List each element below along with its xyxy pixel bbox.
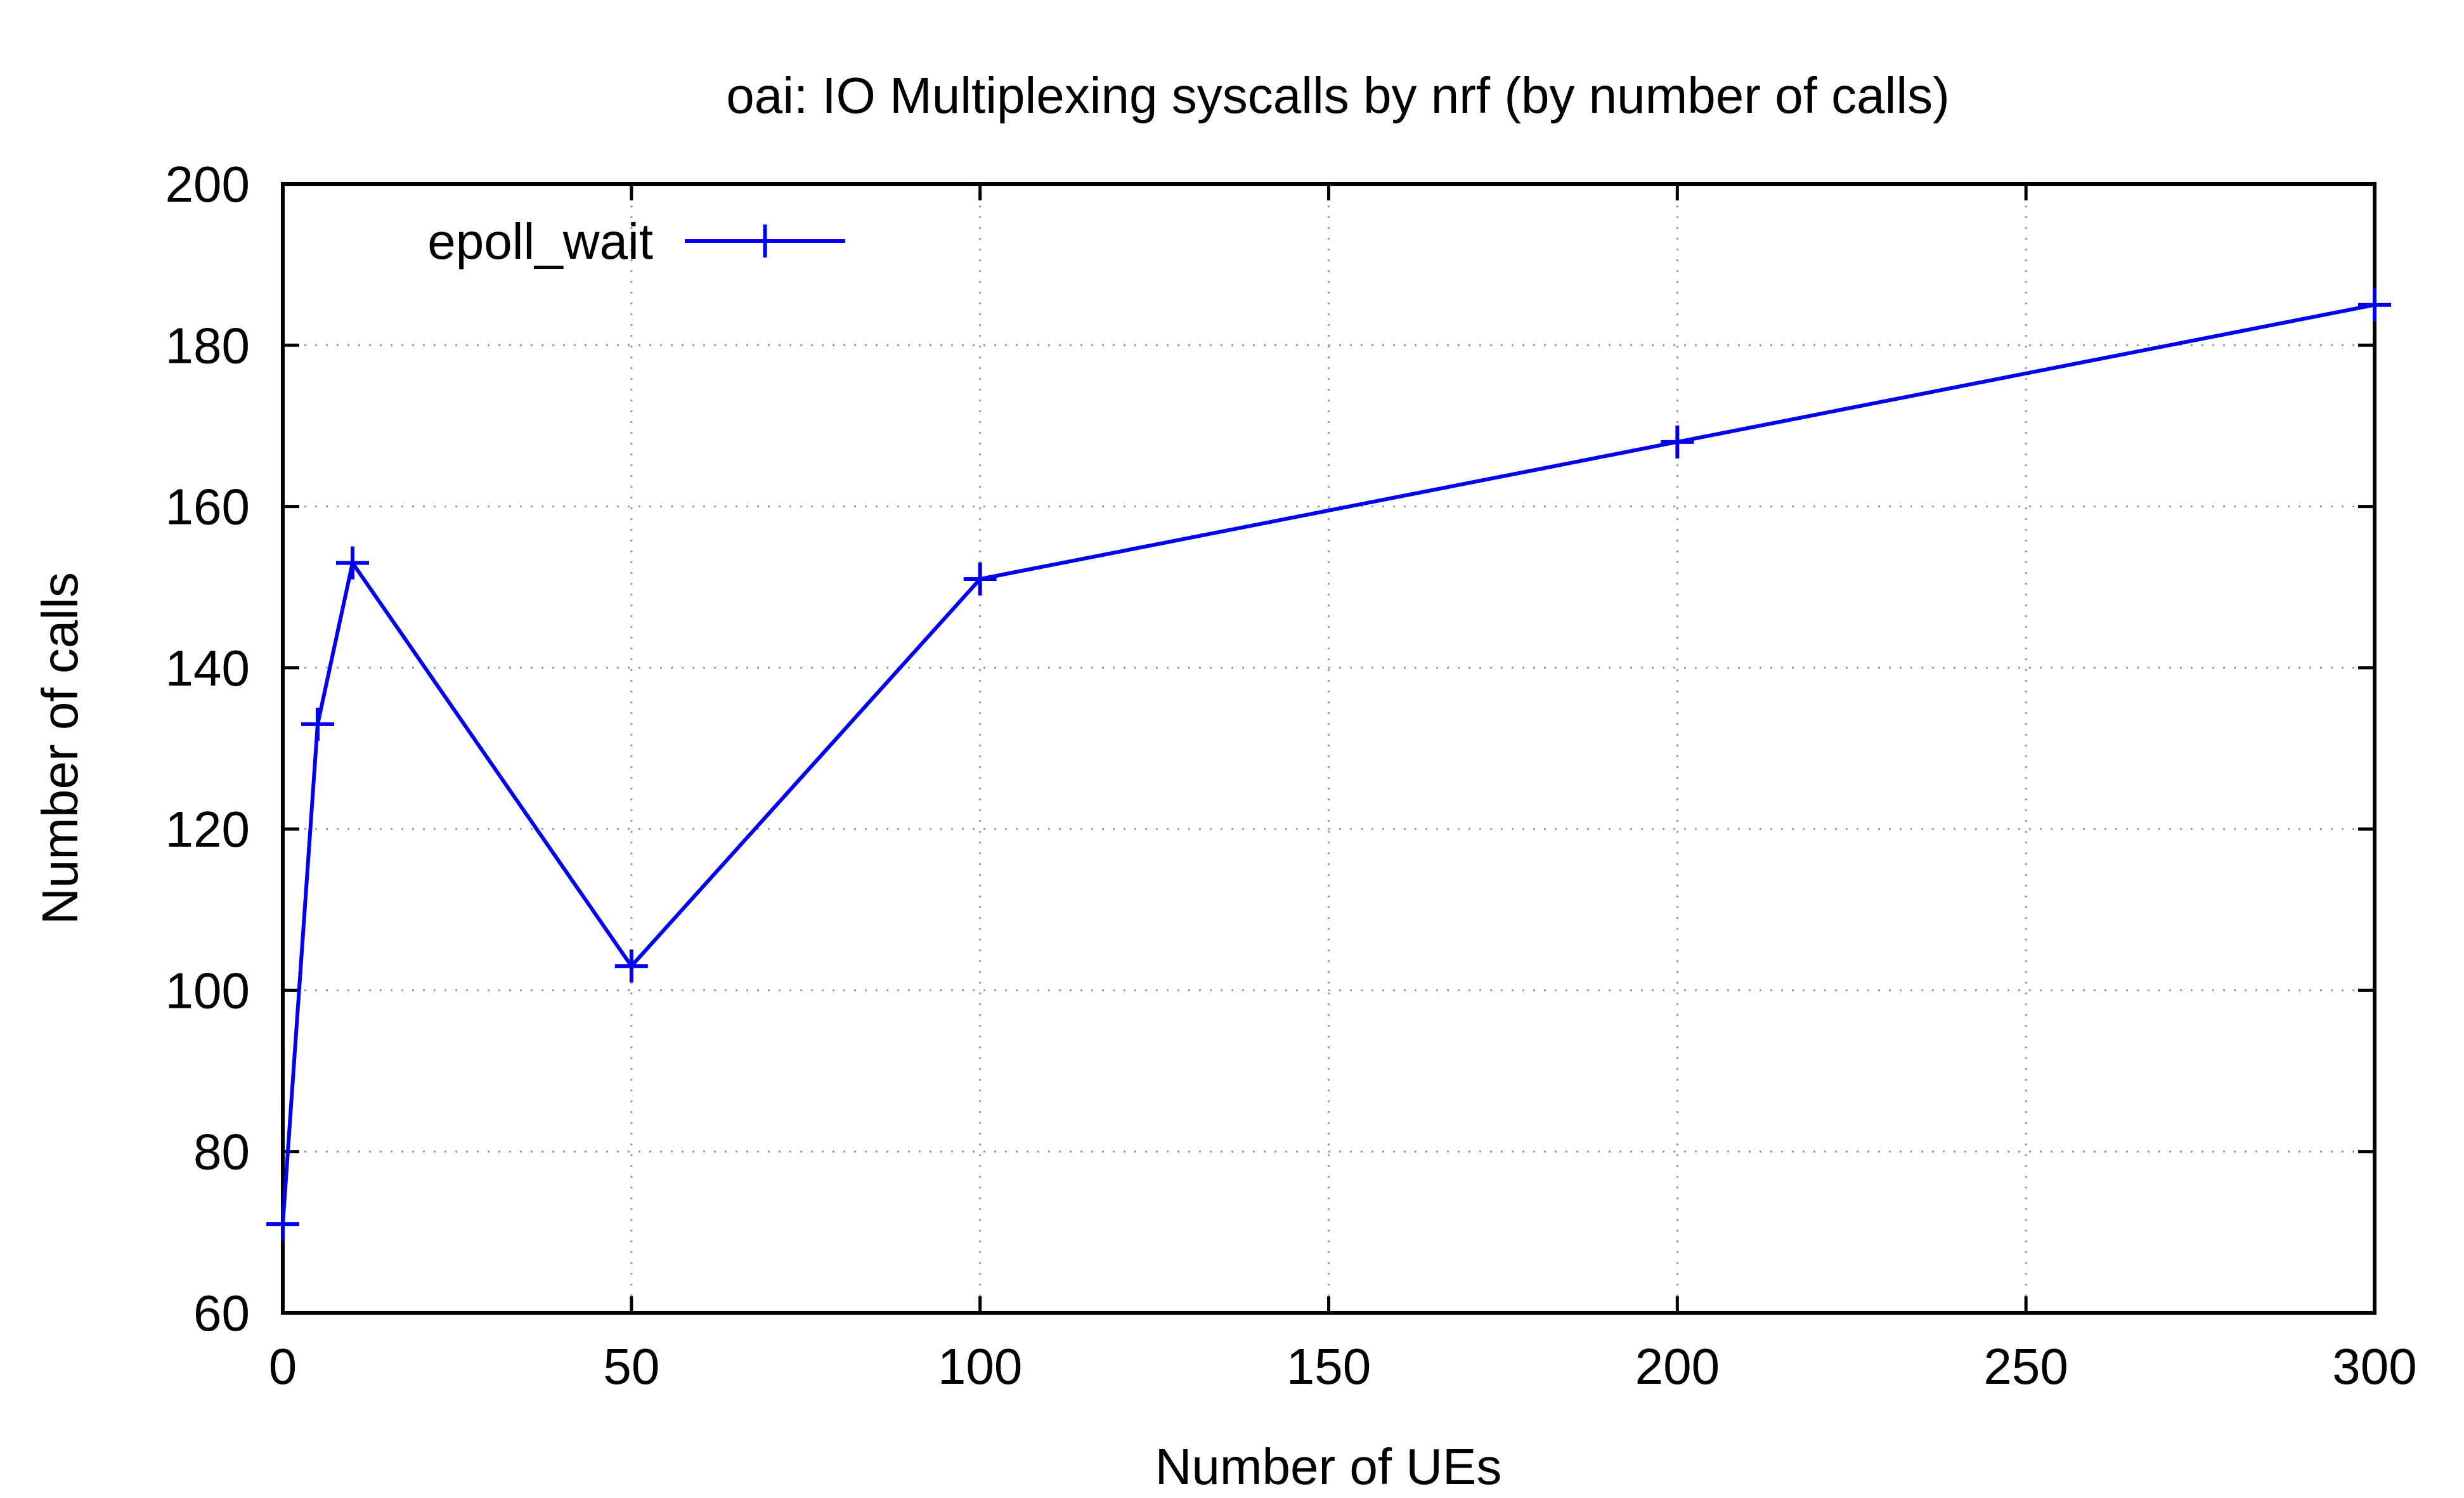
x-axis-label: Number of UEs bbox=[1155, 1438, 1502, 1495]
data-point bbox=[2358, 288, 2391, 322]
legend-marker-plus bbox=[748, 225, 782, 257]
x-tick-label: 150 bbox=[1287, 1338, 1371, 1395]
data-point bbox=[335, 546, 369, 580]
grid bbox=[283, 184, 2375, 1313]
y-axis-label: Number of calls bbox=[32, 572, 88, 925]
chart-title: oai: IO Multiplexing syscalls by nrf (by… bbox=[726, 67, 1950, 124]
series-layer bbox=[266, 288, 2391, 1241]
legend-marker bbox=[748, 225, 782, 257]
legend: epoll_wait bbox=[427, 213, 845, 270]
x-tick-label: 200 bbox=[1635, 1338, 1720, 1395]
x-tick-label: 250 bbox=[1983, 1338, 2068, 1395]
x-tick-labels: 0 50 100 150 200 250 300 bbox=[269, 1338, 2417, 1395]
y-tick-label: 80 bbox=[193, 1124, 250, 1180]
y-tick-label: 180 bbox=[165, 317, 250, 374]
y-tick-label: 60 bbox=[193, 1285, 250, 1341]
data-point bbox=[963, 563, 997, 596]
x-tick-label: 100 bbox=[938, 1338, 1022, 1395]
y-tick-label: 100 bbox=[165, 962, 250, 1019]
x-tick-label: 50 bbox=[603, 1338, 659, 1395]
legend-label: epoll_wait bbox=[427, 213, 653, 270]
x-tick-label: 0 bbox=[269, 1338, 297, 1395]
data-point bbox=[301, 707, 334, 741]
y-tick-label: 120 bbox=[165, 801, 250, 857]
data-point bbox=[266, 1208, 299, 1241]
y-tick-label: 160 bbox=[165, 479, 250, 535]
y-tick-label: 200 bbox=[165, 156, 250, 212]
y-tick-label: 140 bbox=[165, 640, 250, 696]
x-tick-label: 300 bbox=[2332, 1338, 2416, 1395]
data-point bbox=[614, 949, 648, 983]
data-point bbox=[1661, 425, 1694, 459]
y-tick-labels: 60 80 100 120 140 160 180 200 bbox=[165, 156, 250, 1341]
plot-frame bbox=[281, 182, 2376, 1315]
